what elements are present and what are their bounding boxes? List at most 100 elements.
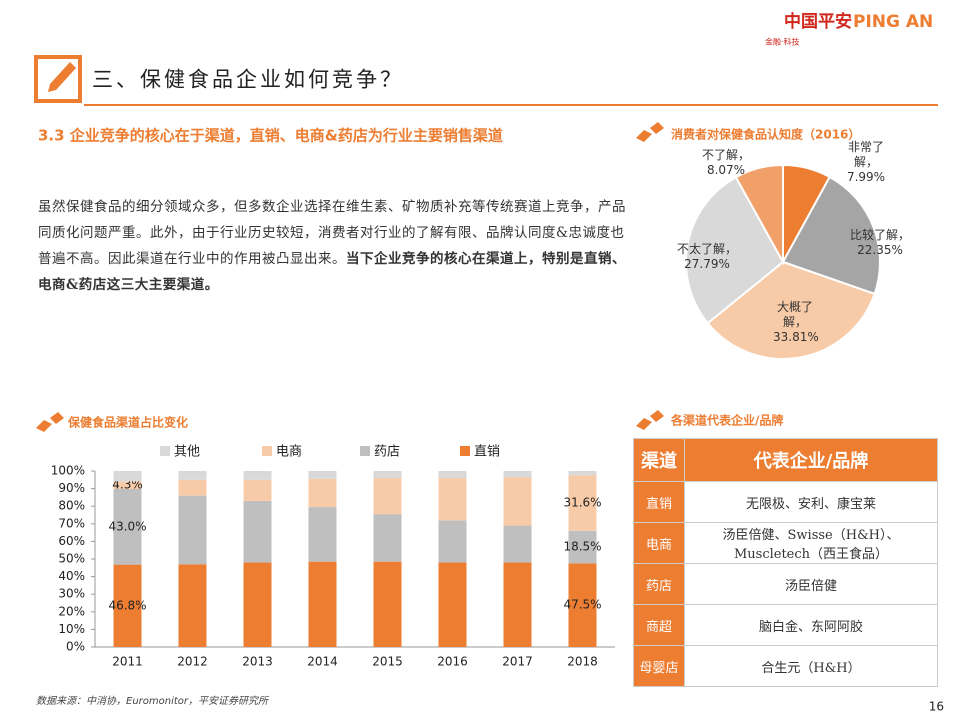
table-cell: 无限极、安利、康宝莱 [684, 481, 938, 523]
bar-segment [373, 561, 402, 647]
bar-segment [243, 562, 272, 647]
paragraph-bold: 当下企业竞争的核心在渠道上，特别是直销、电商&药店这三大主要渠道。 [38, 250, 626, 293]
pie-label: 不太了解， 27.79% [672, 242, 742, 272]
bar-segment [373, 478, 402, 515]
pie-label: 不了解， 8.07% [696, 148, 756, 178]
bar-segment [373, 514, 402, 562]
table-row: 商超 脑白金、东阿阿胶 [633, 604, 938, 646]
page-number: 16 [929, 700, 944, 714]
data-label: 31.6% [563, 496, 601, 510]
paragraph: 虽然保健食品的细分领域众多，但多数企业选择在维生素、矿物质补充等传统赛道上竞争，… [38, 194, 628, 298]
legend-swatch [160, 446, 170, 456]
bar-segment [113, 488, 142, 565]
legend-label: 电商 [276, 445, 302, 460]
bar-segment [243, 479, 272, 501]
table-cell: 母婴店 [633, 645, 685, 687]
table-cell: 电商 [633, 522, 685, 564]
pie-label-category: 不太了解， [676, 242, 737, 256]
bar-segment [503, 562, 532, 647]
y-tick-label: 20% [58, 604, 85, 618]
legend-label: 直销 [474, 445, 500, 460]
table-cell: 药店 [633, 563, 685, 605]
bar-segment [568, 475, 597, 531]
paragraph-text: 虽然保健食品的细分领域众多，但多数企业选择在维生素、矿物质补充等传统赛道上竞争，… [38, 198, 626, 267]
bar-segment [308, 561, 337, 647]
bar-segment [503, 471, 532, 478]
bar-segment [568, 530, 597, 564]
table-title: 各渠道代表企业/品牌 [670, 413, 783, 428]
bar-segment [178, 479, 207, 496]
source-note: 数据来源：中消协，Euromonitor，平安证券研究所 [36, 695, 270, 707]
bar-segment [438, 471, 467, 479]
pie-label-value: 7.99% [846, 170, 886, 184]
pie-label-category: 比较了解， [849, 228, 910, 242]
legend-swatch [360, 446, 370, 456]
bar-segment [113, 564, 142, 647]
section-icon [34, 55, 82, 103]
bar-segment [113, 471, 142, 482]
data-label: 46.8% [108, 598, 146, 612]
pie-label-value: 33.81% [773, 330, 819, 344]
bar-segment [438, 478, 467, 521]
chart-title: 保健食品渠道占比变化 [67, 415, 188, 430]
pencil-icon [48, 62, 76, 92]
pie-slice [734, 163, 784, 266]
y-tick-label: 10% [58, 622, 85, 636]
pie-label: 比较了解， 22.35% [845, 228, 915, 258]
y-tick-label: 60% [58, 534, 85, 548]
bar-segment [308, 471, 337, 479]
table-cell: 商超 [633, 604, 685, 646]
title-icon [636, 122, 664, 142]
x-tick-label: 2011 [112, 655, 143, 669]
subtitle: 3.3 企业竞争的核心在于渠道，直销、电商&药店为行业主要销售渠道 [38, 127, 503, 145]
pie-label-category: 不了解， [701, 148, 750, 162]
x-tick-label: 2014 [307, 655, 338, 669]
bar-segment [568, 563, 597, 647]
bar-segment [113, 481, 142, 489]
x-tick-label: 2015 [372, 655, 403, 669]
x-tick-label: 2016 [437, 655, 468, 669]
data-label: 43.0% [108, 519, 146, 533]
legend-label: 药店 [374, 445, 400, 460]
table-header-row: 渠道 代表企业/品牌 [633, 438, 938, 482]
pie-label: 大概了解， 33.81% [773, 300, 819, 345]
table-header-cell: 代表企业/品牌 [684, 438, 938, 482]
legend-swatch [460, 446, 470, 456]
pie-label-value: 22.35% [857, 243, 903, 257]
bar-segment [568, 471, 597, 476]
x-tick-label: 2013 [242, 655, 273, 669]
bar-segment [178, 471, 207, 480]
table-row: 母婴店 合生元（H&H） [633, 645, 938, 687]
pie-label: 非常了解， 7.99% [844, 140, 888, 185]
bar-segment [438, 520, 467, 563]
table-cell: 合生元（H&H） [684, 645, 938, 687]
y-tick-label: 90% [58, 481, 85, 495]
legend-swatch [262, 446, 272, 456]
table-cell: 脑白金、东阿阿胶 [684, 604, 938, 646]
bar-segment [308, 478, 337, 508]
bar-segment [243, 471, 272, 480]
bar-segment [503, 477, 532, 526]
bar-segment [438, 562, 467, 647]
title-icon [36, 412, 64, 432]
x-tick-label: 2017 [502, 655, 533, 669]
bar-segment [308, 507, 337, 562]
y-tick-label: 100% [51, 464, 85, 478]
logo-sub: 金融·科技 [765, 37, 800, 47]
x-tick-label: 2018 [567, 655, 598, 669]
pie-label-category: 非常了解， [847, 140, 884, 169]
table-header-cell: 渠道 [633, 438, 685, 482]
pie-label-value: 8.07% [706, 163, 746, 177]
bar-segment [178, 495, 207, 565]
y-tick-label: 50% [58, 552, 85, 566]
pie-label-category: 大概了解， [776, 300, 813, 329]
data-label: 18.5% [563, 540, 601, 554]
legend-label: 其他 [174, 445, 200, 460]
data-label: 47.5% [563, 598, 601, 612]
title-icon [636, 410, 664, 430]
table-row: 直销 无限极、安利、康宝莱 [633, 481, 938, 523]
y-tick-label: 80% [58, 499, 85, 513]
pie-slice [781, 175, 881, 296]
